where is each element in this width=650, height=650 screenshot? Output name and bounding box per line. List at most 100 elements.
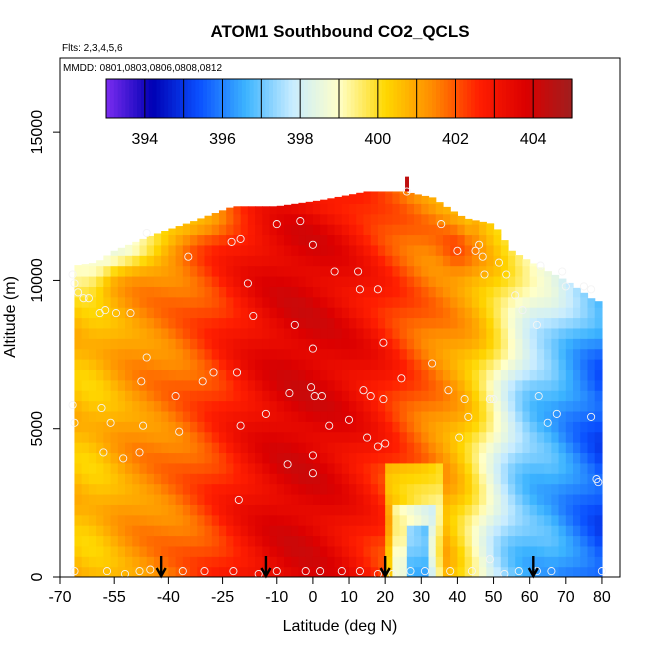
profile-arrow-head xyxy=(155,567,167,579)
heatmap-cell xyxy=(218,265,227,277)
heatmap-cell xyxy=(536,483,545,495)
colorbar-segment xyxy=(564,79,569,118)
heatmap-cell xyxy=(233,400,242,412)
heatmap-cell xyxy=(464,338,473,350)
heatmap-cell xyxy=(522,493,531,505)
heatmap-cell xyxy=(255,317,263,329)
observation-point xyxy=(475,240,484,249)
heatmap-cell xyxy=(392,545,401,557)
heatmap-cell xyxy=(125,556,133,568)
heatmap-cell xyxy=(587,400,596,412)
heatmap-cell xyxy=(544,359,552,370)
heatmap-cell xyxy=(312,275,321,287)
heatmap-cell xyxy=(421,483,430,495)
heatmap-cell xyxy=(558,545,567,557)
heatmap-cell xyxy=(334,410,343,422)
heatmap-cell xyxy=(587,307,596,319)
heatmap-cell xyxy=(363,545,372,557)
colorbar-segment xyxy=(164,79,169,118)
heatmap-cell xyxy=(370,255,379,267)
heatmap-cell xyxy=(392,421,401,433)
heatmap-cell xyxy=(110,390,119,402)
heatmap-cell xyxy=(334,234,343,246)
heatmap-cell xyxy=(96,525,104,537)
heatmap-cell xyxy=(414,462,422,474)
heatmap-cell xyxy=(349,556,357,568)
heatmap-cell xyxy=(161,369,169,381)
heatmap-cell xyxy=(110,359,119,370)
heatmap-cell xyxy=(125,535,133,547)
heatmap-cell xyxy=(421,195,430,204)
heatmap-cell xyxy=(298,348,307,360)
heatmap-cell xyxy=(442,514,451,526)
heatmap-cell xyxy=(594,359,603,370)
heatmap-cell xyxy=(341,244,350,256)
heatmap-cell xyxy=(240,462,249,474)
observation-point xyxy=(234,495,243,504)
heatmap-cell xyxy=(312,203,321,215)
heatmap-cell xyxy=(435,493,444,505)
heatmap-cell xyxy=(117,556,126,568)
heatmap-cell xyxy=(291,307,300,319)
heatmap-cell xyxy=(190,452,198,464)
heatmap-cell xyxy=(255,348,263,360)
heatmap-cell xyxy=(255,265,263,277)
heatmap-cell xyxy=(204,421,213,433)
heatmap-cell xyxy=(406,265,415,277)
heatmap-cell xyxy=(428,244,437,256)
heatmap-cell xyxy=(479,327,487,339)
heatmap-cell xyxy=(486,369,495,381)
heatmap-cell xyxy=(276,307,285,319)
heatmap-cell xyxy=(334,275,343,287)
heatmap-cell xyxy=(96,317,104,329)
colorbar-segment xyxy=(125,79,130,118)
heatmap-cell xyxy=(565,327,574,339)
heatmap-cell xyxy=(103,348,112,360)
heatmap-cell xyxy=(573,473,581,485)
colorbar-segment xyxy=(284,79,290,118)
heatmap-cell xyxy=(255,327,263,339)
heatmap-cell xyxy=(479,504,487,516)
heatmap-cell xyxy=(298,265,307,277)
heatmap-cell xyxy=(139,410,148,422)
heatmap-cell xyxy=(406,431,415,443)
heatmap-cell xyxy=(276,205,285,215)
heatmap-cell xyxy=(153,535,162,547)
heatmap-cell xyxy=(457,275,466,287)
heatmap-cell xyxy=(81,535,90,547)
heatmap-cell xyxy=(435,452,444,464)
heatmap-cell xyxy=(428,338,437,350)
heatmap-cell xyxy=(414,234,422,246)
heatmap-cell xyxy=(153,369,162,381)
heatmap-cell xyxy=(450,421,459,433)
heatmap-cell xyxy=(305,255,314,267)
heatmap-cell xyxy=(341,545,350,557)
heatmap-cell xyxy=(349,296,357,308)
heatmap-cell xyxy=(435,504,444,516)
heatmap-cell xyxy=(103,327,112,339)
heatmap-cell xyxy=(240,566,249,577)
heatmap-cell xyxy=(421,244,430,256)
heatmap-cell xyxy=(247,359,256,370)
observation-point xyxy=(120,569,130,577)
heatmap-cell xyxy=(197,348,206,360)
heatmap-cell xyxy=(428,442,437,454)
heatmap-cell xyxy=(110,255,119,267)
observation-point xyxy=(272,220,281,229)
heatmap-cell xyxy=(146,348,155,360)
heatmap-cell xyxy=(450,307,459,319)
heatmap-cell xyxy=(392,234,401,246)
heatmap-cell xyxy=(341,431,350,443)
heatmap-cell xyxy=(247,462,256,474)
heatmap-cell xyxy=(515,462,524,474)
y-axis-tick-label: 0 xyxy=(29,572,46,581)
observation-point xyxy=(101,306,110,315)
heatmap-cell xyxy=(320,556,328,568)
heatmap-cell xyxy=(161,514,169,526)
heatmap-cell xyxy=(471,379,480,391)
heatmap-cell xyxy=(233,473,242,485)
heatmap-cell xyxy=(392,452,401,464)
observation-point xyxy=(106,418,115,427)
heatmap-cell xyxy=(428,390,437,402)
